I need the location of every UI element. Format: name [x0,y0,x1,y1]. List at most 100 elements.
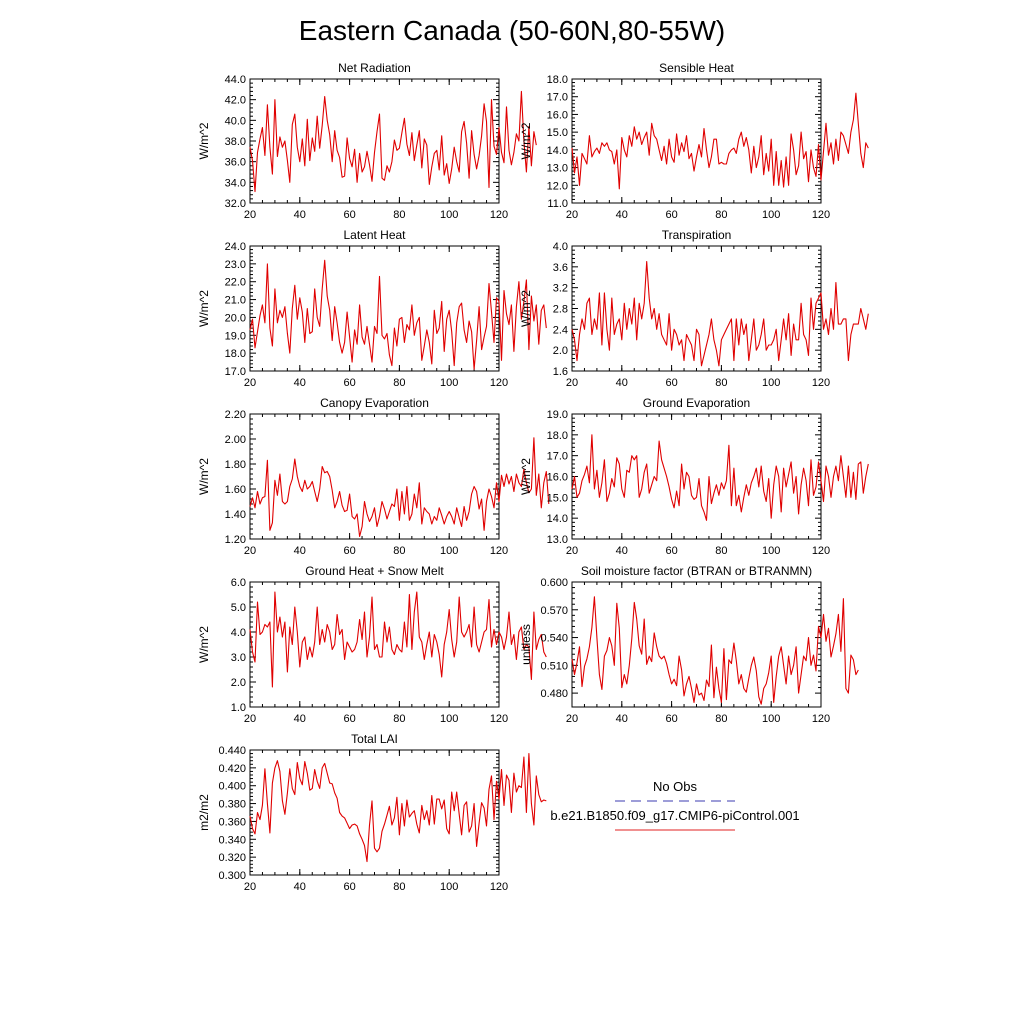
legend-label-model: b.e21.B1850.f09_g17.CMIP6-piControl.001 [550,808,799,823]
y-axis-label: m2/m2 [197,794,211,831]
y-axis-label: W/m^2 [197,290,211,327]
series-line-sensible-heat [571,92,869,190]
y-tick-label: 0.600 [540,577,568,589]
y-tick-label: 17.0 [225,366,246,378]
y-tick-label: 2.00 [225,434,246,446]
x-tick-label: 20 [566,713,578,725]
x-tick-label: 100 [440,545,458,557]
series-line-canopy-evaporation [249,437,550,538]
x-tick-label: 120 [490,377,508,389]
x-tick-label: 80 [393,209,405,221]
x-tick-label: 120 [812,713,830,725]
y-tick-label: 18.0 [225,348,246,360]
y-tick-label: 34.0 [225,177,246,189]
x-tick-label: 60 [665,713,677,725]
y-tick-label: 17.0 [547,451,568,463]
series-line-latent-heat [249,259,547,370]
y-tick-label: 2.20 [225,409,246,421]
y-tick-label: 1.0 [231,702,246,714]
y-tick-label: 1.80 [225,459,246,471]
y-tick-label: 21.0 [225,295,246,307]
y-tick-label: 17.0 [547,92,568,104]
series-line-total-lai [249,753,547,863]
x-tick-label: 80 [393,545,405,557]
y-tick-label: 36.0 [225,157,246,169]
x-tick-label: 120 [812,377,830,389]
x-tick-label: 100 [440,713,458,725]
y-tick-label: 0.400 [218,781,246,793]
x-tick-label: 100 [762,713,780,725]
x-tick-label: 20 [566,545,578,557]
y-tick-label: 44.0 [225,74,246,86]
x-tick-label: 120 [490,713,508,725]
panel-title: Canopy Evaporation [320,396,429,410]
y-tick-label: 13.0 [547,163,568,175]
x-tick-label: 60 [665,377,677,389]
y-tick-label: 0.540 [540,633,568,645]
legend-label-obs: No Obs [653,779,698,794]
x-tick-label: 80 [393,377,405,389]
x-tick-label: 20 [244,209,256,221]
x-tick-label: 120 [490,881,508,893]
x-tick-label: 80 [715,545,727,557]
y-tick-label: 6.0 [231,577,246,589]
x-tick-label: 100 [440,209,458,221]
y-tick-label: 12.0 [547,180,568,192]
x-tick-label: 40 [294,377,306,389]
y-axis-label: unitless [519,624,533,665]
x-tick-label: 40 [294,713,306,725]
panel-soil-moisture-factor-btran-or-btranmn: 20 40 60 80 100 120 0.480 0.510 0.540 0.570 0.600 S… [519,564,859,725]
y-tick-label: 14.0 [547,513,568,525]
y-tick-label: 1.60 [225,484,246,496]
panel-title: Transpiration [662,228,732,242]
x-tick-label: 20 [566,377,578,389]
y-tick-label: 0.300 [218,870,246,882]
series-line-transpiration [571,261,869,367]
y-tick-label: 1.40 [225,509,246,521]
y-tick-label: 0.570 [540,605,568,617]
y-tick-label: 14.0 [547,145,568,157]
x-tick-label: 120 [490,209,508,221]
y-tick-label: 0.320 [218,852,246,864]
x-tick-label: 60 [343,545,355,557]
x-tick-label: 20 [244,713,256,725]
y-tick-label: 4.0 [553,241,568,253]
x-tick-label: 100 [440,377,458,389]
y-tick-label: 0.360 [218,816,246,828]
x-tick-label: 120 [490,545,508,557]
x-tick-label: 40 [294,881,306,893]
y-tick-label: 0.510 [540,660,568,672]
x-tick-label: 80 [393,881,405,893]
panel-title: Soil moisture factor (BTRAN or BTRANMN) [581,564,812,578]
figure-title: Eastern Canada (50-60N,80-55W) [299,15,725,46]
x-tick-label: 60 [665,545,677,557]
panel-title: Latent Heat [343,228,406,242]
x-tick-label: 80 [715,209,727,221]
x-tick-label: 80 [715,713,727,725]
y-tick-label: 18.0 [547,430,568,442]
panel-transpiration: 20 40 60 80 100 120 1.6 2.0 2.4 2.8 3.2 3.6 4.0 Trans… [519,228,869,389]
x-tick-label: 20 [566,209,578,221]
x-tick-label: 100 [440,881,458,893]
y-axis-label: W/m^2 [519,122,533,159]
y-tick-label: 32.0 [225,198,246,210]
panel-net-radiation: 20 40 60 80 100 120 32.0 34.0 36.0 38.0 40.0 42.0 44… [197,61,537,221]
x-tick-label: 60 [343,377,355,389]
y-axis-label: W/m^2 [197,122,211,159]
y-tick-label: 0.380 [218,799,246,811]
y-tick-label: 19.0 [547,409,568,421]
y-tick-label: 2.0 [553,345,568,357]
x-tick-label: 100 [762,377,780,389]
panel-title: Ground Heat + Snow Melt [305,564,444,578]
panel-title: Sensible Heat [659,61,734,75]
x-tick-label: 20 [244,377,256,389]
y-tick-label: 16.0 [547,472,568,484]
y-tick-label: 3.6 [553,262,568,274]
y-tick-label: 19.0 [225,330,246,342]
y-tick-label: 1.6 [553,366,568,378]
y-tick-label: 2.4 [553,324,568,336]
y-tick-label: 2.8 [553,304,568,316]
panel-ground-heat-snow-melt: 20 40 60 80 100 120 1.0 2.0 3.0 4.0 5.0 6.0 Ground H… [197,564,547,725]
